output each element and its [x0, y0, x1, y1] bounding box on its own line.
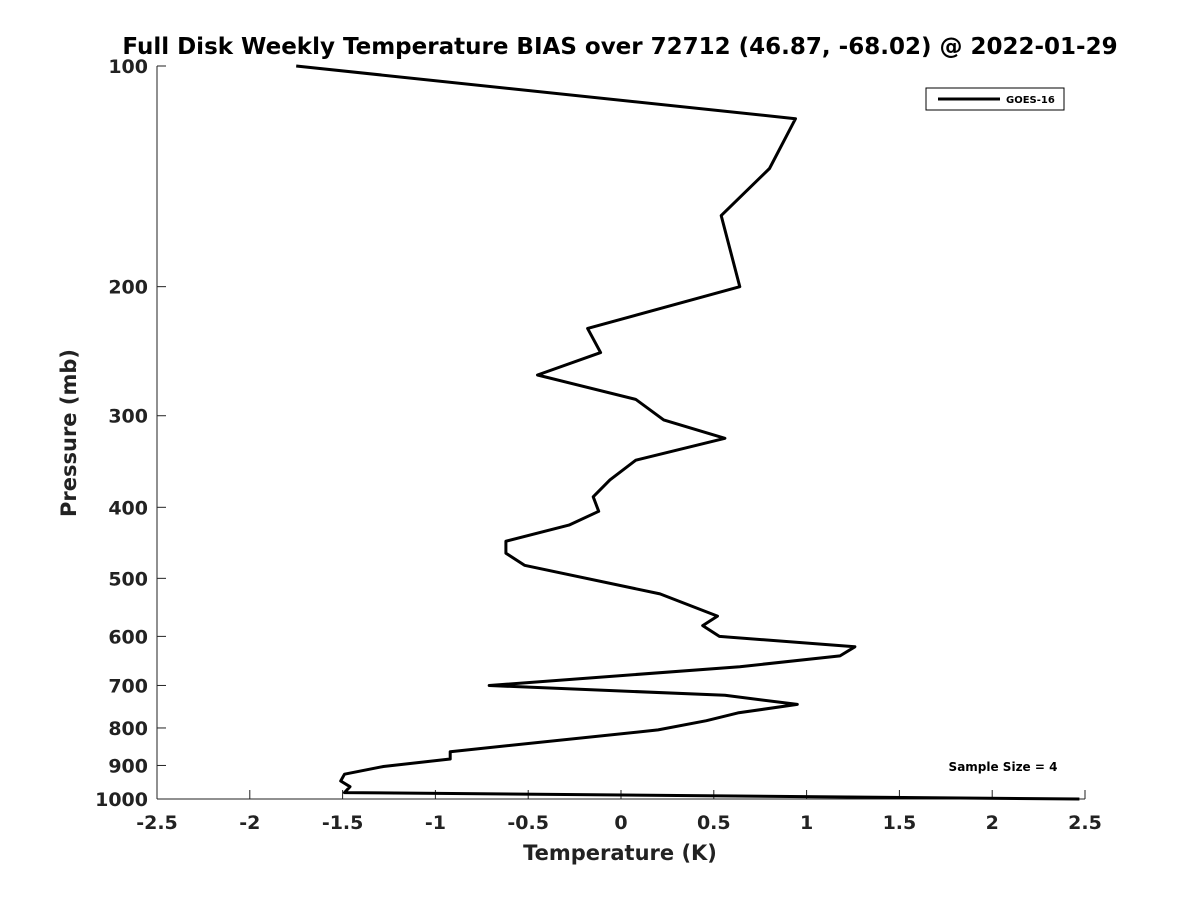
x-tick-label: -0.5	[507, 812, 549, 834]
x-axis-ticks: -2.5 -2 -1.5 -1 -0.5 0 0.5 1 1.5 2 2.5	[136, 790, 1102, 834]
x-axis-label: Temperature (K)	[523, 841, 717, 865]
y-axis-label: Pressure (mb)	[57, 349, 81, 517]
y-tick-label: 600	[108, 626, 148, 648]
y-tick-label: 800	[108, 718, 148, 740]
y-tick-label: 1000	[95, 789, 148, 811]
y-axis-ticks: 100 200 300 400 500 600 700 800 900 1000	[95, 56, 166, 811]
sample-size-annotation: Sample Size = 4	[949, 760, 1058, 774]
x-tick-label: 1.5	[883, 812, 917, 834]
y-tick-label: 100	[108, 56, 148, 78]
chart-title: Full Disk Weekly Temperature BIAS over 7…	[122, 34, 1117, 60]
y-tick-label: 900	[108, 755, 148, 777]
legend: GOES-16	[925, 87, 1065, 111]
series-layer	[296, 64, 1080, 801]
x-tick-label: -1	[425, 812, 446, 834]
x-tick-label: 0.5	[697, 812, 731, 834]
x-tick-label: 0	[614, 812, 627, 834]
x-tick-label: -1.5	[322, 812, 364, 834]
legend-label-goes-16: GOES-16	[1006, 95, 1055, 106]
x-tick-label: 2	[986, 812, 999, 834]
x-tick-label: 2.5	[1068, 812, 1102, 834]
y-tick-label: 300	[108, 406, 148, 428]
x-tick-label: -2	[239, 812, 260, 834]
y-tick-label: 700	[108, 675, 148, 697]
series-line-goes-16	[296, 64, 1080, 801]
y-tick-label: 500	[108, 568, 148, 590]
x-tick-label: -2.5	[136, 812, 178, 834]
axes	[156, 66, 1085, 800]
y-tick-label: 200	[108, 277, 148, 299]
y-tick-label: 400	[108, 497, 148, 519]
x-tick-label: 1	[800, 812, 813, 834]
